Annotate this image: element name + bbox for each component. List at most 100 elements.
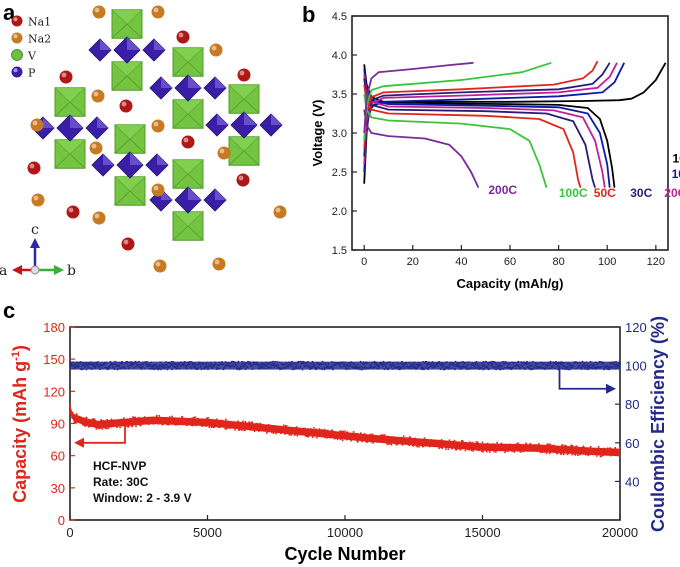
capacity-point bbox=[196, 417, 199, 420]
capacity-point bbox=[241, 422, 244, 424]
series-50C-discharge bbox=[363, 84, 582, 188]
y-axis-right-label-c: Coulombic Efficiency (%) bbox=[648, 316, 668, 532]
capacity-point bbox=[133, 416, 135, 419]
capacity-point bbox=[396, 439, 398, 441]
capacity-point bbox=[591, 452, 593, 454]
capacity-point bbox=[295, 426, 298, 428]
capacity-point bbox=[275, 432, 277, 435]
axis-a-label: a bbox=[0, 263, 7, 279]
capacity-point bbox=[459, 443, 461, 446]
capacity-point bbox=[210, 426, 213, 429]
capacity-point bbox=[600, 448, 603, 451]
capacity-point bbox=[187, 420, 189, 423]
capacity-point bbox=[375, 436, 378, 438]
tetrahedron-face bbox=[70, 115, 83, 128]
capacity-point bbox=[307, 435, 310, 438]
capacity-point bbox=[545, 452, 548, 455]
capacity-point bbox=[384, 436, 387, 439]
capacity-point bbox=[522, 449, 525, 451]
capacity-point bbox=[509, 444, 512, 447]
capacity-point bbox=[230, 426, 233, 428]
capacity-point bbox=[422, 445, 425, 448]
capacity-point bbox=[146, 422, 148, 425]
capacity-point bbox=[79, 421, 82, 423]
capacity-point bbox=[100, 418, 102, 421]
capacity-point bbox=[71, 416, 73, 419]
capacity-point bbox=[115, 424, 118, 426]
capacity-point bbox=[514, 445, 516, 448]
capacity-point bbox=[529, 449, 532, 452]
capacity-point bbox=[134, 416, 137, 419]
capacity-point bbox=[382, 437, 385, 440]
capacity-point bbox=[513, 451, 516, 453]
series-labels-b: 1C10C 20C 30C 50C 100C 200C bbox=[488, 152, 680, 200]
capacity-point bbox=[212, 419, 214, 421]
capacity-point bbox=[240, 429, 243, 431]
capacity-point bbox=[101, 428, 104, 430]
capacity-point bbox=[405, 441, 408, 444]
capacity-point bbox=[441, 443, 444, 445]
capacity-point bbox=[402, 435, 405, 438]
capacity-point bbox=[107, 422, 110, 424]
capacity-point bbox=[401, 444, 404, 446]
capacity-point bbox=[94, 419, 96, 421]
capacity-point bbox=[135, 421, 138, 424]
capacity-point bbox=[564, 444, 566, 447]
capacity-point bbox=[339, 438, 342, 441]
capacity-point bbox=[423, 441, 425, 444]
capacity-point bbox=[578, 452, 580, 455]
capacity-point bbox=[518, 444, 521, 446]
capacity-point bbox=[316, 434, 319, 437]
na-atom bbox=[237, 68, 251, 82]
capacity-point bbox=[358, 437, 361, 440]
series-50C-charge bbox=[363, 60, 599, 149]
capacity-point bbox=[313, 427, 315, 429]
capacity-point bbox=[75, 422, 77, 424]
capacity-point bbox=[366, 441, 369, 443]
capacity-point bbox=[77, 419, 79, 422]
capacity-point bbox=[347, 435, 349, 437]
capacity-point bbox=[78, 419, 81, 422]
capacity-point bbox=[127, 425, 130, 428]
capacity-point bbox=[197, 423, 200, 426]
series-label-200C: 200C bbox=[488, 183, 517, 197]
capacity-point bbox=[495, 448, 498, 451]
capacity-point bbox=[386, 441, 389, 444]
x-tick-label-b: 120 bbox=[647, 256, 665, 268]
capacity-point bbox=[137, 419, 139, 421]
capacity-point bbox=[211, 421, 214, 424]
capacity-point bbox=[606, 447, 609, 450]
capacity-point bbox=[295, 429, 297, 431]
capacity-point bbox=[265, 429, 267, 432]
capacity-point bbox=[597, 446, 600, 448]
capacity-point bbox=[487, 448, 490, 451]
capacity-point bbox=[394, 437, 396, 440]
capacity-point bbox=[616, 448, 619, 451]
axis-arrows bbox=[74, 365, 616, 448]
capacity-point bbox=[319, 430, 322, 432]
tetrahedron-face bbox=[100, 39, 111, 50]
capacity-point bbox=[157, 422, 160, 425]
na-atom-shine bbox=[214, 259, 220, 265]
capacity-point bbox=[541, 451, 544, 454]
capacity-point bbox=[527, 446, 530, 449]
capacity-point bbox=[336, 438, 339, 441]
capacity-point bbox=[618, 455, 621, 458]
capacity-point bbox=[542, 445, 545, 448]
na-atom bbox=[209, 43, 223, 57]
y-left-tick-label-c: 90 bbox=[51, 417, 65, 432]
capacity-point bbox=[342, 433, 345, 436]
capacity-point bbox=[544, 451, 546, 453]
capacity-point bbox=[360, 432, 362, 434]
na-atom bbox=[181, 135, 195, 149]
capacity-point bbox=[441, 447, 443, 450]
capacity-point bbox=[413, 441, 415, 443]
series-label-50C: 50C bbox=[594, 186, 616, 200]
capacity-point bbox=[553, 448, 556, 450]
capacity-point bbox=[118, 422, 120, 425]
capacity-point bbox=[558, 451, 561, 454]
capacity-point bbox=[581, 451, 583, 454]
capacity-point bbox=[104, 420, 106, 423]
capacity-point bbox=[131, 425, 134, 428]
capacity-point bbox=[386, 443, 388, 445]
